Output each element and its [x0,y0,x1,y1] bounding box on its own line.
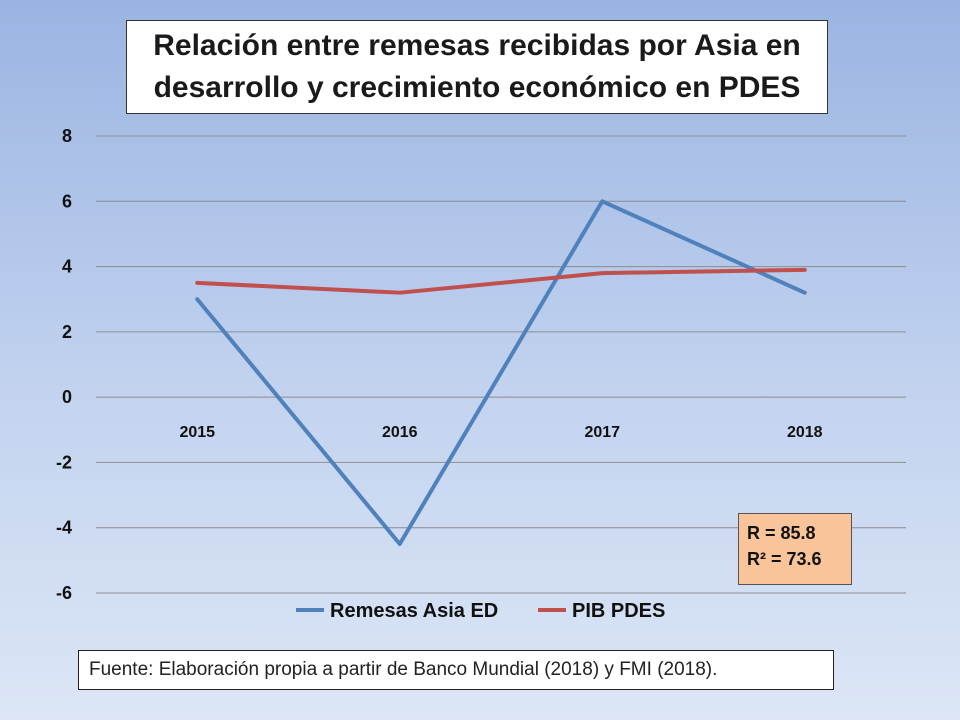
y-tick-label: 8 [62,126,72,146]
source-text: Fuente: Elaboración propia a partir de B… [89,659,718,680]
chart-title: Relación entre remesas recibidas por Asi… [126,20,828,114]
source-note: Fuente: Elaboración propia a partir de B… [78,650,834,690]
x-tick-label: 2015 [179,424,215,441]
y-tick-label: -2 [56,452,72,472]
series-line-pib-pdes [195,267,807,295]
series-line-remesas-asia-ed [195,199,807,547]
correlation-r2: R² = 73.6 [747,549,822,569]
correlation-box: R = 85.8 R² = 73.6 [738,513,852,585]
y-tick-label: -6 [56,583,72,603]
x-tick-label: 2018 [787,424,823,441]
x-tick-label: 2016 [382,424,418,441]
correlation-r: R = 85.8 [747,523,816,543]
chart-title-line-2: desarrollo y crecimiento económico en PD… [153,71,801,104]
legend-label: Remesas Asia ED [330,600,498,622]
y-tick-label: 6 [62,191,72,211]
x-tick-label: 2017 [584,424,620,441]
y-tick-label: 2 [62,322,72,342]
chart-title-line-1: Relación entre remesas recibidas por Asi… [153,29,801,62]
y-tick-label: -4 [56,518,72,538]
y-tick-label: 0 [62,387,72,407]
legend-label: PIB PDES [572,600,665,622]
y-tick-label: 4 [62,257,72,277]
